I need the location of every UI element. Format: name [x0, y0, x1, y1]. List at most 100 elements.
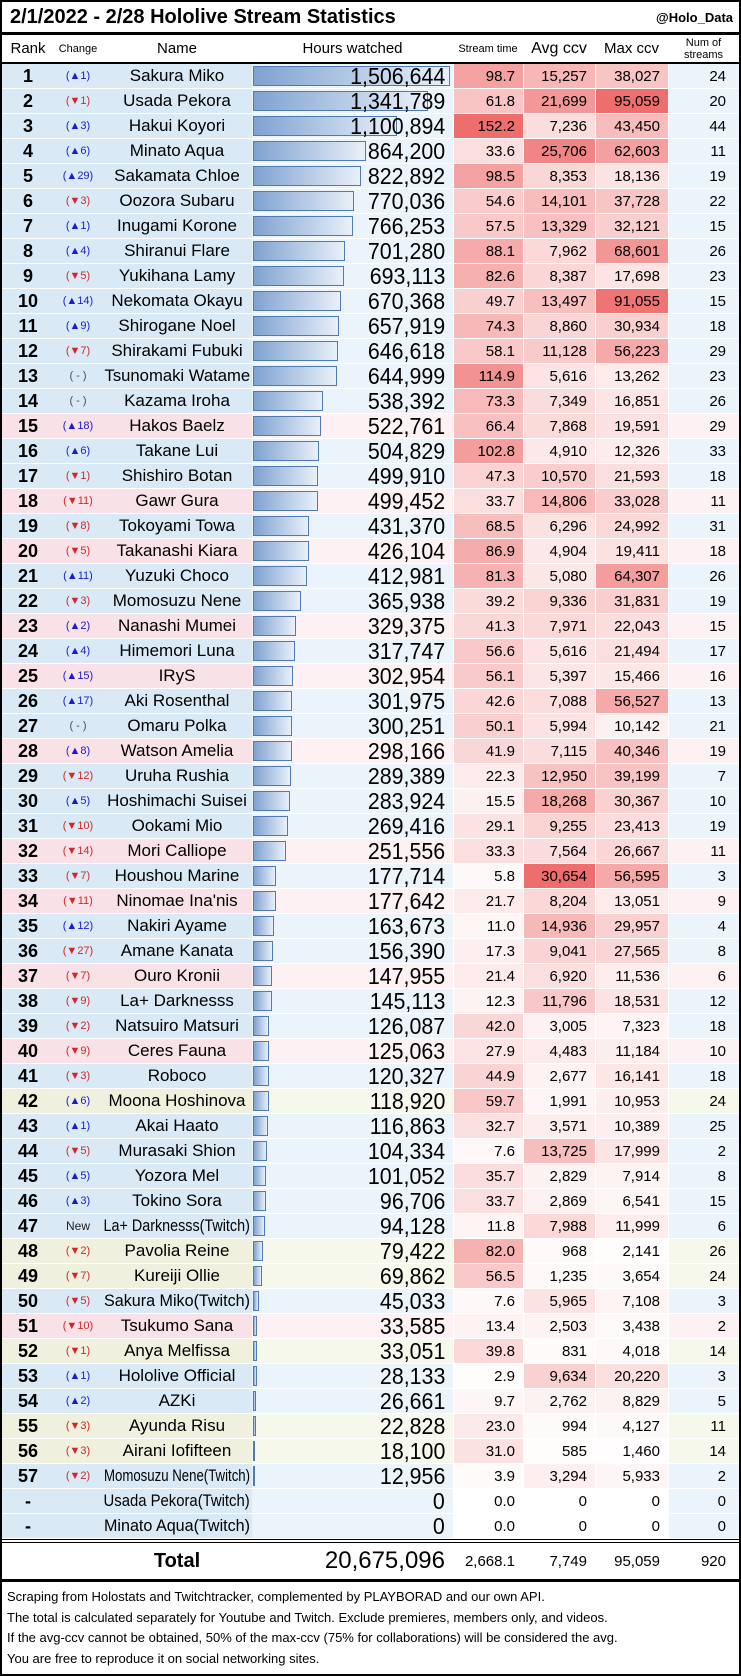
avg-ccv-cell: 5,080 — [523, 564, 595, 588]
avg-ccv-cell: 14,101 — [523, 189, 595, 213]
table-row: 21 (▲11) Yuzuki Choco 412,981 81.3 5,080… — [2, 564, 739, 589]
hours-data-bar — [253, 716, 292, 736]
name-cell: Tokoyami Towa — [102, 514, 252, 538]
rank-cell: - — [2, 1489, 54, 1513]
rank-cell: 7 — [2, 214, 54, 238]
hours-watched-value: 499,910 — [367, 463, 445, 489]
name-cell: Akai Haato — [102, 1114, 252, 1138]
footnotes: Scraping from Holostats and Twitchtracke… — [2, 1582, 739, 1674]
num-streams-cell: 16 — [668, 664, 739, 688]
streamer-name: Shiranui Flare — [124, 241, 230, 260]
rank-change-cell: (▼7) — [54, 964, 102, 988]
num-streams-cell: 26 — [668, 239, 739, 263]
table-row: 28 (▲8) Watson Amelia 298,166 41.9 7,115… — [2, 739, 739, 764]
streamer-name: Minato Aqua — [129, 141, 225, 160]
num-streams-cell: 29 — [668, 339, 739, 363]
hours-data-bar — [253, 866, 276, 886]
rank-change-cell: (▲17) — [54, 689, 102, 713]
streamer-name: Nekomata Okayu — [111, 291, 243, 310]
name-cell: Ninomae Ina'nis — [102, 889, 252, 913]
table-row: - Minato Aqua(Twitch) 0 0.0 0 0 0 — [2, 1514, 739, 1539]
table-row: 12 (▼7) Shirakami Fubuki 646,618 58.1 11… — [2, 339, 739, 364]
rank-change-cell: (▼27) — [54, 939, 102, 963]
hours-data-bar — [253, 1466, 255, 1486]
num-streams-cell: 24 — [668, 1089, 739, 1113]
num-streams-cell: 17 — [668, 639, 739, 663]
hours-watched-value: 298,166 — [367, 738, 445, 764]
avg-ccv-cell: 18,268 — [523, 789, 595, 813]
table-row: 4 (▲6) Minato Aqua 864,200 33.6 25,706 6… — [2, 139, 739, 164]
hours-watched-cell: 147,955 — [252, 964, 453, 989]
hours-watched-value: 269,416 — [367, 813, 445, 839]
table-row: 10 (▲14) Nekomata Okayu 670,368 49.7 13,… — [2, 289, 739, 314]
rank-cell: 28 — [2, 739, 54, 763]
rank-change-cell: (▼2) — [54, 1239, 102, 1263]
hours-data-bar — [253, 66, 450, 86]
name-cell: Sakura Miko(Twitch) — [102, 1289, 252, 1313]
rank-cell: 43 — [2, 1114, 54, 1138]
table-row: 22 (▼3) Momosuzu Nene 365,938 39.2 9,336… — [2, 589, 739, 614]
rank-change-cell: (▼11) — [54, 889, 102, 913]
total-max-ccv: 95,059 — [614, 1552, 660, 1570]
num-streams-cell: 25 — [668, 1114, 739, 1138]
table-row: 31 (▼10) Ookami Mio 269,416 29.1 9,255 2… — [2, 814, 739, 839]
name-cell: Tokino Sora — [102, 1189, 252, 1213]
stream-time-cell: 50.1 — [453, 714, 523, 738]
avg-ccv-cell: 0 — [523, 1489, 595, 1513]
hours-watched-value: 1,506,644 — [349, 63, 445, 89]
stream-time-cell: 33.7 — [453, 489, 523, 513]
rank-change-cell: (▼2) — [54, 1464, 102, 1488]
rank-cell: 44 — [2, 1139, 54, 1163]
max-ccv-cell: 12,326 — [595, 439, 668, 463]
rank-change-cell: (▼14) — [54, 839, 102, 863]
rank-change-cell: (▲1) — [54, 214, 102, 238]
streamer-name: Anya Melfissa — [124, 1341, 230, 1360]
streamer-name: Yukihana Lamy — [118, 266, 236, 285]
rank-cell: 25 — [2, 664, 54, 688]
hours-watched-cell: 22,828 — [252, 1414, 453, 1439]
num-streams-cell: 18 — [668, 314, 739, 338]
hours-watched-cell: 504,829 — [252, 438, 453, 464]
hours-data-bar — [253, 416, 321, 436]
rank-cell: 3 — [2, 114, 54, 138]
total-change-cell — [54, 1543, 102, 1579]
rank-cell: 49 — [2, 1264, 54, 1288]
stream-time-cell: 33.7 — [453, 1189, 523, 1213]
name-cell: Ayunda Risu — [102, 1414, 252, 1438]
streamer-name: Aki Rosenthal — [124, 691, 230, 710]
hours-watched-value: 670,368 — [367, 288, 445, 314]
hours-watched-value: 94,128 — [379, 1213, 445, 1239]
hours-data-bar — [253, 241, 345, 261]
stream-time-cell: 27.9 — [453, 1039, 523, 1063]
max-ccv-cell: 39,199 — [595, 764, 668, 788]
name-cell: Moona Hoshinova — [102, 1089, 252, 1113]
max-ccv-cell: 32,121 — [595, 214, 668, 238]
avg-ccv-cell: 2,503 — [523, 1314, 595, 1338]
rank-cell: 2 — [2, 89, 54, 113]
avg-ccv-cell: 4,910 — [523, 439, 595, 463]
hours-watched-value: 864,200 — [367, 138, 445, 164]
hours-watched-value: 101,052 — [367, 1163, 445, 1189]
avg-ccv-cell: 1,991 — [523, 1089, 595, 1113]
max-ccv-cell: 3,654 — [595, 1264, 668, 1288]
name-cell: Minato Aqua(Twitch) — [102, 1514, 252, 1538]
column-header-hours: Hours watched — [302, 40, 403, 57]
hours-watched-cell: 45,033 — [252, 1289, 453, 1314]
max-ccv-cell: 64,307 — [595, 564, 668, 588]
avg-ccv-cell: 2,677 — [523, 1064, 595, 1088]
avg-ccv-cell: 7,971 — [523, 614, 595, 638]
max-ccv-cell: 30,934 — [595, 314, 668, 338]
num-streams-cell: 11 — [668, 489, 739, 513]
hours-watched-value: 0 — [433, 1513, 445, 1539]
hours-watched-cell: 94,128 — [252, 1213, 453, 1239]
hours-data-bar — [253, 566, 307, 586]
stream-time-cell: 23.0 — [453, 1414, 523, 1438]
hours-watched-cell: 28,133 — [252, 1364, 453, 1389]
max-ccv-cell: 7,914 — [595, 1164, 668, 1188]
rank-cell: 23 — [2, 614, 54, 638]
hours-watched-value: 504,829 — [367, 438, 445, 464]
hours-watched-cell: 538,392 — [252, 389, 453, 414]
name-cell: Hololive Official — [102, 1364, 252, 1388]
avg-ccv-cell: 13,725 — [523, 1139, 595, 1163]
hours-watched-value: 96,706 — [379, 1188, 445, 1214]
